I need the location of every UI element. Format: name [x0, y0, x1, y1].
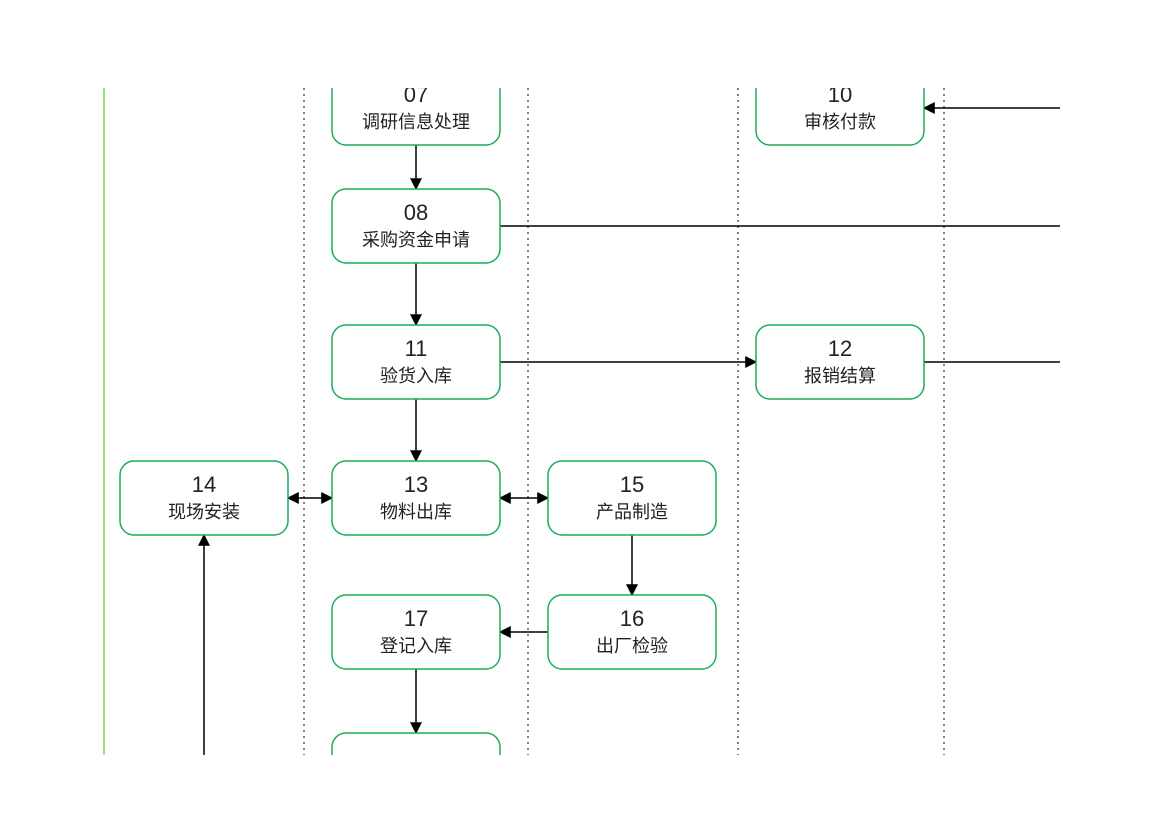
flow-node: 16 出厂检验: [548, 595, 716, 669]
node-label: 登记入库: [380, 636, 452, 656]
node-number: 10: [828, 82, 852, 107]
flow-node: [332, 733, 500, 807]
node-label: 产品制造: [596, 502, 668, 522]
node-label: 物料出库: [380, 502, 452, 522]
flow-node: 11 验货入库: [332, 325, 500, 399]
node-number: 07: [404, 82, 428, 107]
node-label: 现场安装: [168, 502, 240, 522]
node-label: 验货入库: [380, 366, 452, 386]
flow-node: 10 审核付款: [756, 71, 924, 145]
flow-node: 14 现场安装: [120, 461, 288, 535]
flow-node: 17 登记入库: [332, 595, 500, 669]
flowchart-canvas: 07 调研信息处理 10 审核付款 08 采购资金申请 11 验货入库 12 报销结算 14 现场安装…: [0, 0, 1170, 827]
node-number: 17: [404, 606, 428, 631]
node-number: 11: [405, 336, 428, 361]
node-number: 16: [620, 606, 644, 631]
flow-node: 12 报销结算: [756, 325, 924, 399]
node-label: 出厂检验: [596, 636, 668, 656]
flow-node: 13 物料出库: [332, 461, 500, 535]
flow-node: 07 调研信息处理: [332, 71, 500, 145]
node-number: 15: [620, 472, 644, 497]
node-number: 14: [192, 472, 216, 497]
node-label: 审核付款: [804, 112, 876, 132]
node-label: 报销结算: [804, 366, 876, 386]
node-label: 调研信息处理: [362, 112, 470, 132]
node-number: 13: [404, 472, 428, 497]
flow-node: 15 产品制造: [548, 461, 716, 535]
node-number: 08: [404, 200, 428, 225]
flow-node: 08 采购资金申请: [332, 189, 500, 263]
node-label: 采购资金申请: [362, 230, 470, 250]
node-number: 12: [828, 336, 852, 361]
